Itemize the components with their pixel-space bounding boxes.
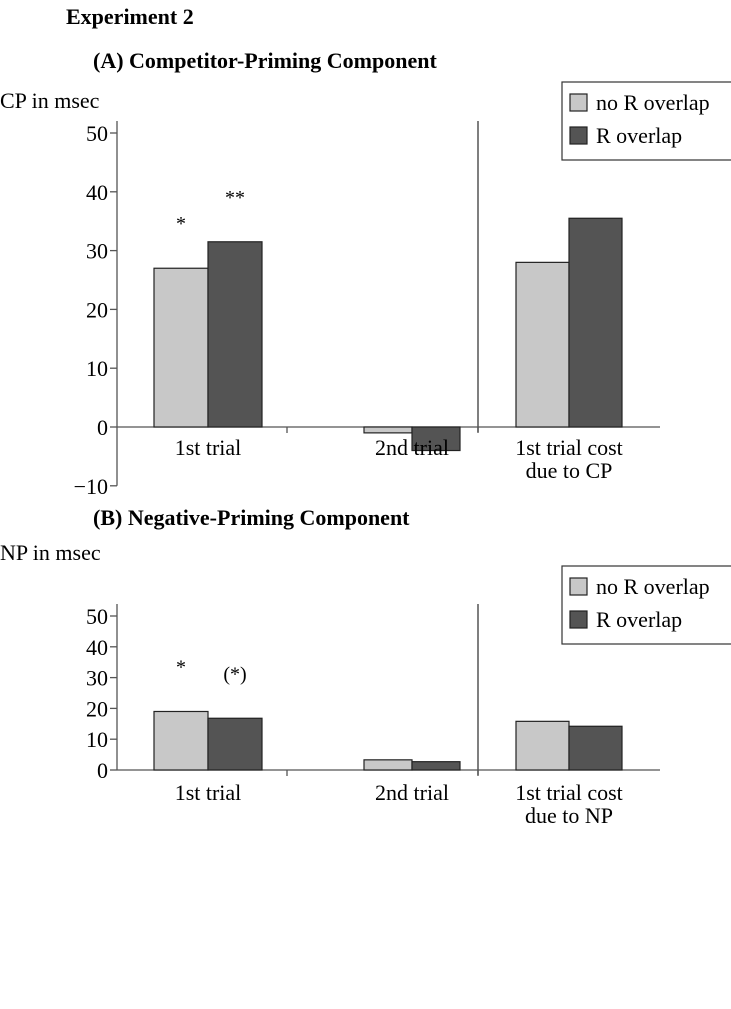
panel-title: (B) Negative-Priming Component <box>93 505 410 530</box>
y-tick-label: 30 <box>86 239 108 264</box>
panel-title: (A) Competitor-Priming Component <box>93 48 437 73</box>
bar-r-overlap <box>568 217 623 428</box>
category-label: 1st trial cost due to NP <box>515 780 623 828</box>
panel-a: (A) Competitor-Priming Component CP in ms… <box>0 48 731 499</box>
y-tick-label: 10 <box>86 356 108 381</box>
legend-label: no R overlap <box>596 574 710 599</box>
legend-label: no R overlap <box>596 90 710 115</box>
category-label: 1st trial cost due to CP <box>515 435 623 483</box>
bar-no-r-overlap <box>363 426 413 434</box>
bar-r-overlap <box>411 426 461 452</box>
significance-marker: ** <box>225 187 245 209</box>
bar-r-overlap <box>207 717 263 771</box>
y-axis-label: NP in msec <box>0 540 101 565</box>
legend-swatch <box>569 610 588 629</box>
significance-marker: (*) <box>223 663 246 685</box>
bar-r-overlap <box>411 761 461 771</box>
legend: no R overlap R overlap <box>561 81 731 161</box>
bar-r-overlap <box>207 241 263 428</box>
category-label: 2nd trial <box>375 435 449 460</box>
y-tick-label: 30 <box>86 666 108 691</box>
legend-box <box>561 565 731 645</box>
category-label: 2nd trial <box>375 780 449 805</box>
legend-label: R overlap <box>596 123 682 148</box>
bar-no-r-overlap <box>363 759 413 771</box>
significance-marker: * <box>176 656 186 678</box>
significance-marker: * <box>176 213 186 235</box>
bar-no-r-overlap <box>515 720 570 771</box>
figure-title: Experiment 2 <box>66 4 194 29</box>
bar-r-overlap <box>568 725 623 771</box>
y-tick-label: 50 <box>86 604 108 629</box>
legend-label: R overlap <box>596 607 682 632</box>
legend-swatch <box>569 93 588 112</box>
y-tick-label: 40 <box>86 180 108 205</box>
y-tick-label: 20 <box>86 696 108 721</box>
y-tick-label: −10 <box>74 474 108 499</box>
category-label: 1st trial <box>175 780 242 805</box>
category-label: 1st trial <box>175 435 242 460</box>
y-tick-label: 50 <box>86 121 108 146</box>
legend: no R overlap R overlap <box>561 565 731 645</box>
legend-swatch <box>569 577 588 596</box>
y-tick-label: 10 <box>86 727 108 752</box>
bar-no-r-overlap <box>153 710 209 771</box>
legend-swatch <box>569 126 588 145</box>
panel-b: (B) Negative-Priming Component NP in msec… <box>0 505 731 828</box>
y-tick-label: 20 <box>86 297 108 322</box>
bar-no-r-overlap <box>153 267 209 428</box>
y-tick-label: 0 <box>97 415 108 440</box>
y-tick-label: 40 <box>86 635 108 660</box>
y-tick-label: 0 <box>97 758 108 783</box>
bar-no-r-overlap <box>515 261 570 428</box>
legend-box <box>561 81 731 161</box>
y-axis-label: CP in msec <box>0 88 100 113</box>
